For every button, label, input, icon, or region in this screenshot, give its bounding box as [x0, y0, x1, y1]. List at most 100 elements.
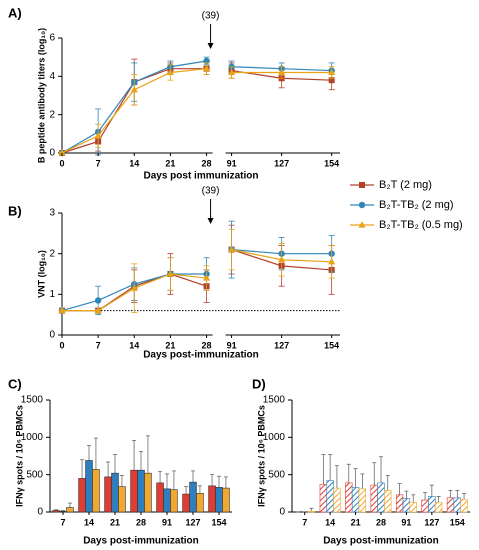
x-tick-label: 7	[96, 340, 101, 350]
x-tick-label: 91	[227, 340, 237, 350]
x-tick-label: 127	[424, 517, 439, 527]
bar	[215, 487, 223, 513]
bar	[130, 469, 138, 513]
bar	[402, 498, 411, 513]
x-axis-label: Days post-immunization	[143, 350, 259, 361]
x-axis-label: Days post immunization	[143, 171, 258, 182]
bar	[182, 493, 190, 513]
y-axis-label: IFNγ spots / 10⁶ PBMCs	[256, 405, 266, 507]
bar	[189, 481, 197, 513]
bar	[59, 510, 67, 513]
x-tick-label: 154	[450, 517, 465, 527]
y-axis-label: B peptide antibody titers (log₁₀)	[36, 28, 46, 163]
x-tick-label: 7	[96, 158, 101, 168]
x-tick-label: 91	[227, 158, 237, 168]
x-tick-label: 127	[274, 340, 289, 350]
y-tick-label: 4	[49, 71, 55, 82]
bar	[370, 484, 378, 513]
bar	[409, 501, 417, 513]
x-tick-label: 28	[136, 517, 146, 527]
marker	[58, 149, 66, 156]
x-tick-label: 28	[376, 517, 386, 527]
bar	[358, 488, 367, 513]
x-tick-label: 14	[84, 517, 94, 527]
x-tick-label: 154	[324, 158, 339, 168]
panel-label: A)	[8, 5, 22, 20]
x-tick-label: 91	[401, 517, 411, 527]
bar	[137, 469, 145, 513]
marker	[94, 306, 102, 314]
x-tick-label: 21	[165, 340, 175, 350]
bar	[208, 485, 216, 513]
annotation: (39)	[202, 11, 220, 22]
marker	[202, 274, 211, 281]
x-tick-label: 28	[202, 340, 212, 350]
annotation-arrowhead	[207, 218, 214, 224]
annotation: (39)	[202, 186, 220, 197]
bar	[377, 482, 385, 513]
bar	[333, 487, 341, 513]
marker	[328, 68, 336, 76]
marker	[166, 68, 175, 76]
bar	[144, 472, 152, 513]
y-tick-label: 500	[268, 469, 285, 480]
bar	[446, 497, 455, 513]
bar	[196, 493, 204, 513]
x-axis-label: Days post-immunization	[323, 536, 439, 547]
marker	[278, 255, 286, 263]
x-tick-label: 21	[351, 517, 361, 527]
bar	[111, 472, 119, 513]
bar	[52, 510, 60, 513]
bar	[434, 501, 443, 513]
marker	[227, 245, 236, 253]
y-tick-label: 500	[26, 469, 43, 480]
bar	[421, 499, 429, 513]
bar	[326, 480, 334, 513]
x-tick-label: 21	[165, 158, 175, 168]
x-tick-label: 14	[129, 158, 139, 168]
annotation-arrowhead	[207, 43, 214, 49]
x-tick-label: 14	[129, 340, 139, 350]
y-tick-label: 0	[37, 507, 43, 518]
bar	[156, 482, 164, 513]
x-tick-label: 154	[211, 517, 226, 527]
bar	[163, 488, 171, 513]
panel-label: C)	[8, 376, 22, 391]
bar	[170, 489, 178, 513]
marker	[166, 270, 175, 277]
marker	[202, 64, 211, 72]
x-tick-label: 7	[302, 517, 307, 527]
bar	[66, 507, 74, 513]
y-tick-label: 2	[49, 248, 55, 259]
y-tick-label: 0	[279, 507, 285, 518]
y-tick-label: 6	[49, 33, 55, 44]
bar	[118, 486, 126, 513]
y-tick-label: 1	[49, 289, 55, 300]
y-tick-label: 3	[49, 208, 55, 219]
bar	[384, 490, 392, 513]
marker	[94, 297, 102, 304]
legend-marker	[358, 201, 366, 209]
legend-label: B₂T-TB₂ (2 mg)	[379, 199, 454, 211]
legend-marker	[359, 182, 365, 188]
x-tick-label: 14	[325, 517, 335, 527]
bar	[78, 478, 86, 513]
bar	[319, 484, 328, 513]
marker	[328, 258, 336, 265]
marker	[130, 284, 138, 291]
marker	[278, 68, 286, 76]
marker	[130, 85, 138, 93]
x-tick-label: 21	[110, 517, 120, 527]
panel-label: D)	[252, 376, 266, 391]
x-axis-label: Days post-immunization	[83, 536, 199, 547]
x-tick-label: 127	[185, 517, 200, 527]
bar	[395, 494, 404, 513]
panel-label: B)	[8, 203, 22, 218]
x-tick-label: 7	[60, 517, 65, 527]
y-axis-label: VNT (log₁₀)	[36, 250, 46, 298]
marker	[58, 306, 66, 314]
marker	[227, 68, 236, 76]
y-tick-label: 2	[49, 109, 55, 120]
bar	[307, 510, 316, 513]
